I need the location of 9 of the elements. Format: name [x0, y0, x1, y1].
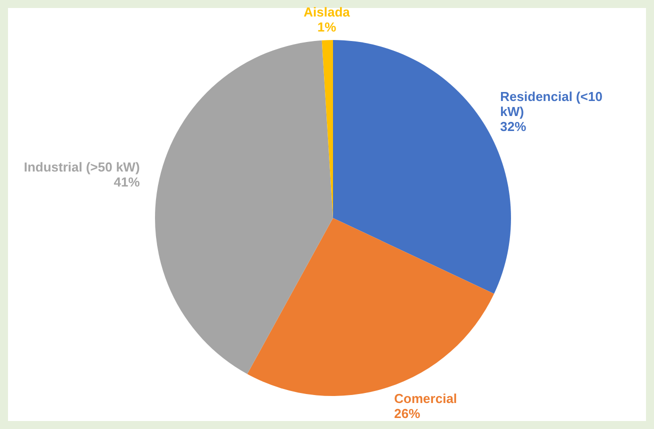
- data-label: 26%: [394, 406, 421, 421]
- data-label: 41%: [114, 174, 140, 190]
- slice-label: Residencial (<10 kW): [500, 88, 602, 119]
- pie-slice: [155, 40, 333, 374]
- slice-label: Industrial (>50 kW): [24, 159, 140, 174]
- slice-label: Comercial: [394, 390, 458, 406]
- data-label: 32%: [500, 118, 527, 134]
- slice-label: Aislada: [304, 4, 351, 20]
- data-label: 1%: [317, 20, 337, 35]
